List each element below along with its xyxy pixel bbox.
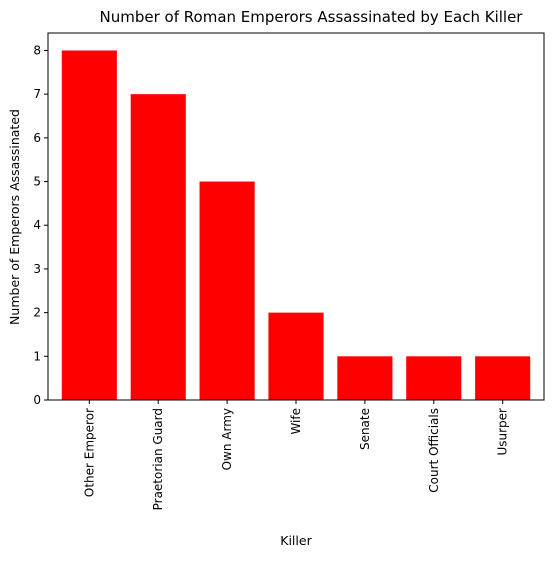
y-tick-label: 1: [33, 349, 41, 363]
chart-title: Number of Roman Emperors Assassinated by…: [100, 8, 524, 26]
x-tick-label: Usurper: [496, 408, 510, 456]
x-tick-label: Court Officials: [427, 408, 441, 493]
bar-wife: [268, 312, 324, 400]
y-tick-label: 4: [33, 218, 41, 232]
y-tick-label: 2: [33, 306, 41, 320]
y-tick-label: 8: [33, 43, 41, 57]
bar-other-emperor: [61, 50, 117, 400]
bar-usurper: [475, 356, 531, 400]
x-tick-label: Other Emperor: [82, 408, 96, 497]
bar-praetorian-guard: [130, 94, 186, 401]
plot-area: 0 1 2 3 4 5 6 7 8 Other Emperor Praetorian Guard Ow…: [33, 32, 545, 510]
x-tick-label: Own Army: [220, 408, 234, 470]
bar-court-officials: [406, 356, 462, 400]
y-tick-label: 0: [33, 393, 41, 407]
y-tick-label: 6: [33, 131, 41, 145]
bar-own-army: [199, 181, 255, 400]
y-axis-label: Number of Emperors Assassinated: [7, 109, 22, 325]
y-tick-label: 7: [33, 87, 41, 101]
y-tick-label: 3: [33, 262, 41, 276]
x-axis-label: Killer: [280, 533, 312, 548]
bar-senate: [337, 356, 393, 400]
y-tick-label: 5: [33, 175, 41, 189]
x-tick-label: Praetorian Guard: [151, 408, 165, 510]
x-tick-label: Wife: [289, 408, 303, 435]
x-tick-label: Senate: [358, 408, 372, 450]
